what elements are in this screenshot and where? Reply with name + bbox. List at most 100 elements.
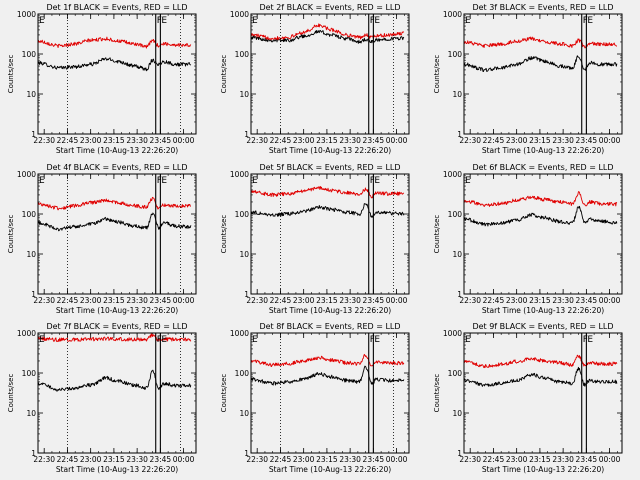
y-tick-label: 10	[452, 409, 462, 418]
series-line-lld	[250, 353, 405, 367]
y-tick-label: 1	[244, 449, 249, 458]
x-tick-label: 23:30	[552, 136, 574, 145]
x-tick-label: 22:30	[459, 296, 481, 305]
x-tick-label: 23:15	[529, 455, 551, 464]
series-line-events	[463, 366, 618, 387]
x-tick-label: 23:00	[506, 455, 528, 464]
x-tick-label: 22:30	[33, 136, 55, 145]
time-marker-label: E	[374, 335, 380, 345]
x-tick-label: 22:45	[57, 296, 79, 305]
x-tick-label: 23:00	[80, 136, 102, 145]
x-tick-label: 22:30	[33, 296, 55, 305]
y-axis-label: Counts/sec	[433, 215, 441, 254]
series-line-lld	[250, 23, 405, 41]
x-tick-label: 23:15	[316, 455, 338, 464]
panel-title: Det 5f BLACK = Events, RED = LLD	[259, 163, 400, 172]
x-tick-label: 22:45	[57, 455, 79, 464]
y-tick-label: 1	[31, 449, 36, 458]
corner-label: E	[39, 176, 45, 186]
x-tick-label: 22:45	[270, 455, 292, 464]
y-tick-label: 100	[22, 210, 37, 219]
corner-label: E	[39, 335, 45, 345]
y-tick-label: 1000	[17, 10, 36, 19]
x-tick-label: 22:30	[246, 136, 268, 145]
y-tick-label: 100	[235, 210, 250, 219]
y-tick-label: 100	[235, 50, 250, 59]
x-tick-label: 23:15	[316, 296, 338, 305]
y-tick-label: 1000	[443, 10, 462, 19]
series-line-events	[37, 212, 192, 232]
corner-label: E	[252, 335, 258, 345]
x-tick-label: 00:00	[599, 455, 621, 464]
time-marker-label: F	[370, 335, 375, 345]
series-line-lld	[463, 191, 618, 207]
x-tick-label: 23:45	[576, 136, 598, 145]
x-tick-label: 00:00	[173, 136, 195, 145]
x-tick-label: 00:00	[173, 296, 195, 305]
detector-panel: Det 2f BLACK = Events, RED = LLD Counts/s…	[220, 3, 410, 155]
y-tick-label: 1000	[443, 170, 462, 179]
x-tick-label: 23:30	[552, 455, 574, 464]
detector-panel: Det 6f BLACK = Events, RED = LLD Counts/s…	[433, 163, 623, 315]
y-axis-label: Counts/sec	[7, 55, 15, 94]
time-marker-label: E	[161, 176, 167, 186]
x-tick-label: 22:45	[483, 455, 505, 464]
series-line-events	[250, 365, 405, 386]
x-tick-label: 23:00	[506, 296, 528, 305]
x-tick-label: 23:45	[363, 455, 385, 464]
detector-panel: Det 5f BLACK = Events, RED = LLD Counts/s…	[220, 163, 410, 315]
panel-title: Det 9f BLACK = Events, RED = LLD	[472, 322, 613, 331]
x-tick-label: 00:00	[386, 296, 408, 305]
x-axis-label: Start Time (10-Aug-13 22:26:20)	[269, 146, 391, 155]
series-line-lld	[37, 333, 192, 342]
series-line-lld	[38, 196, 191, 211]
x-axis-label: Start Time (10-Aug-13 22:26:20)	[56, 146, 178, 155]
plot-frame	[37, 173, 197, 295]
y-tick-label: 1	[31, 130, 36, 139]
plot-frame	[250, 13, 410, 135]
x-tick-label: 23:45	[363, 296, 385, 305]
x-tick-label: 22:30	[246, 296, 268, 305]
x-tick-label: 23:15	[103, 455, 125, 464]
x-axis-label: Start Time (10-Aug-13 22:26:20)	[269, 306, 391, 315]
y-tick-label: 1000	[443, 329, 462, 338]
y-tick-label: 100	[448, 210, 463, 219]
x-tick-label: 23:15	[316, 136, 338, 145]
x-tick-label: 23:15	[529, 136, 551, 145]
panel-title: Det 3f BLACK = Events, RED = LLD	[472, 3, 613, 12]
y-tick-label: 1000	[17, 329, 36, 338]
time-marker-label: E	[374, 16, 380, 26]
x-tick-label: 23:30	[339, 136, 361, 145]
y-tick-label: 10	[239, 250, 249, 259]
y-tick-label: 1000	[230, 10, 249, 19]
y-tick-label: 1000	[230, 329, 249, 338]
y-tick-label: 10	[26, 250, 36, 259]
corner-label: E	[465, 16, 471, 26]
x-tick-label: 23:45	[363, 136, 385, 145]
y-tick-label: 10	[239, 90, 249, 99]
y-tick-label: 10	[452, 90, 462, 99]
x-axis-label: Start Time (10-Aug-13 22:26:20)	[56, 465, 178, 474]
series-line-events	[37, 369, 192, 392]
x-tick-label: 22:45	[483, 136, 505, 145]
x-tick-label: 22:45	[483, 296, 505, 305]
time-marker-label: E	[374, 176, 380, 186]
x-tick-label: 23:15	[529, 296, 551, 305]
time-marker-label: F	[157, 176, 162, 186]
x-tick-label: 00:00	[386, 455, 408, 464]
series-line-events	[37, 57, 192, 72]
x-tick-label: 23:45	[150, 136, 172, 145]
y-tick-label: 100	[448, 50, 463, 59]
x-axis-label: Start Time (10-Aug-13 22:26:20)	[56, 306, 178, 315]
plot-frame	[37, 332, 197, 454]
series-line-lld	[250, 186, 405, 199]
x-tick-label: 23:30	[339, 455, 361, 464]
time-marker-label: F	[370, 16, 375, 26]
x-tick-label: 22:30	[459, 136, 481, 145]
y-tick-label: 100	[448, 369, 463, 378]
x-tick-label: 22:30	[246, 455, 268, 464]
x-tick-label: 23:30	[552, 296, 574, 305]
corner-label: E	[465, 335, 471, 345]
series-line-lld	[463, 354, 618, 369]
y-axis-label: Counts/sec	[433, 374, 441, 413]
